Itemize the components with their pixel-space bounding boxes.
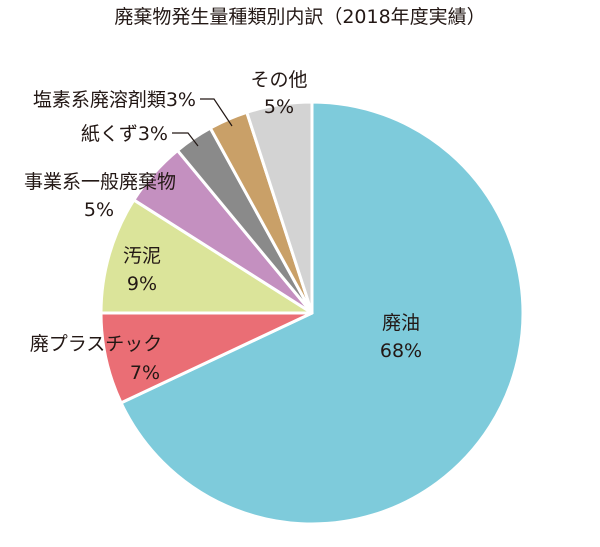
- pie-slice-odei: [99, 198, 314, 315]
- slice-name-odei: 汚泥: [123, 245, 161, 267]
- slice-name-sonota: その他: [250, 69, 307, 91]
- slice-value-haipura: 7%: [130, 362, 160, 384]
- pie-slices: [99, 100, 525, 526]
- label-enso: 塩素系廃溶剤類3%: [33, 89, 196, 111]
- pie-slice-sonota: [245, 100, 314, 315]
- slice-value-odei: 9%: [127, 273, 157, 295]
- slice-value-sonota: 5%: [264, 96, 294, 118]
- leader-line-kamikuzu: [172, 132, 199, 147]
- slice-name-enso: 塩素系廃溶剤類3%: [33, 89, 196, 111]
- slice-name-jigyokei: 事業系一般廃棄物: [24, 171, 176, 193]
- label-kamikuzu: 紙くず3%: [81, 123, 168, 145]
- slice-name-haiyu: 廃油: [382, 312, 420, 334]
- leader-line-enso: [200, 98, 233, 127]
- leader-lines: [172, 98, 233, 147]
- pie-slice-haiyu: [119, 100, 525, 526]
- slice-value-haiyu: 68%: [380, 340, 422, 362]
- chart-title: 廃棄物発生量種類別内訳（2018年度実績）: [114, 6, 485, 28]
- slice-value-jigyokei: 5%: [84, 199, 114, 221]
- slice-name-haipura: 廃プラスチック: [30, 333, 163, 355]
- slice-name-kamikuzu: 紙くず3%: [81, 123, 168, 145]
